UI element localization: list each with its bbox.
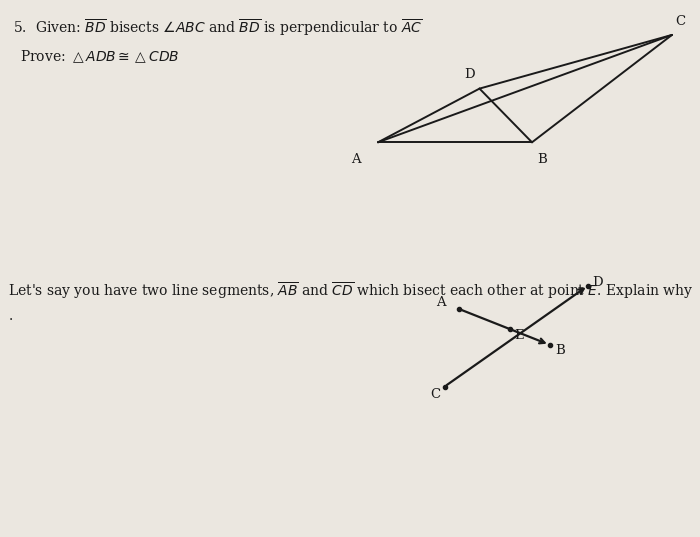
Text: Let's say you have two line segments, $\overline{AB}$ and $\overline{CD}$ which : Let's say you have two line segments, $\…	[8, 280, 700, 301]
Text: B: B	[555, 344, 565, 357]
Text: A: A	[436, 296, 446, 309]
Text: E: E	[514, 329, 524, 342]
Text: D: D	[464, 68, 475, 81]
Text: 5.  Given: $\overline{BD}$ bisects $\angle ABC$ and $\overline{BD}$ is perpendic: 5. Given: $\overline{BD}$ bisects $\angl…	[13, 17, 422, 38]
Text: .: .	[8, 309, 13, 323]
Text: A: A	[351, 153, 360, 166]
Text: C: C	[676, 15, 685, 28]
Text: C: C	[430, 388, 440, 401]
Text: B: B	[538, 153, 547, 166]
Text: D: D	[592, 277, 603, 289]
Text: Prove: $\triangle ADB \cong \triangle CDB$: Prove: $\triangle ADB \cong \triangle CD…	[20, 48, 179, 65]
